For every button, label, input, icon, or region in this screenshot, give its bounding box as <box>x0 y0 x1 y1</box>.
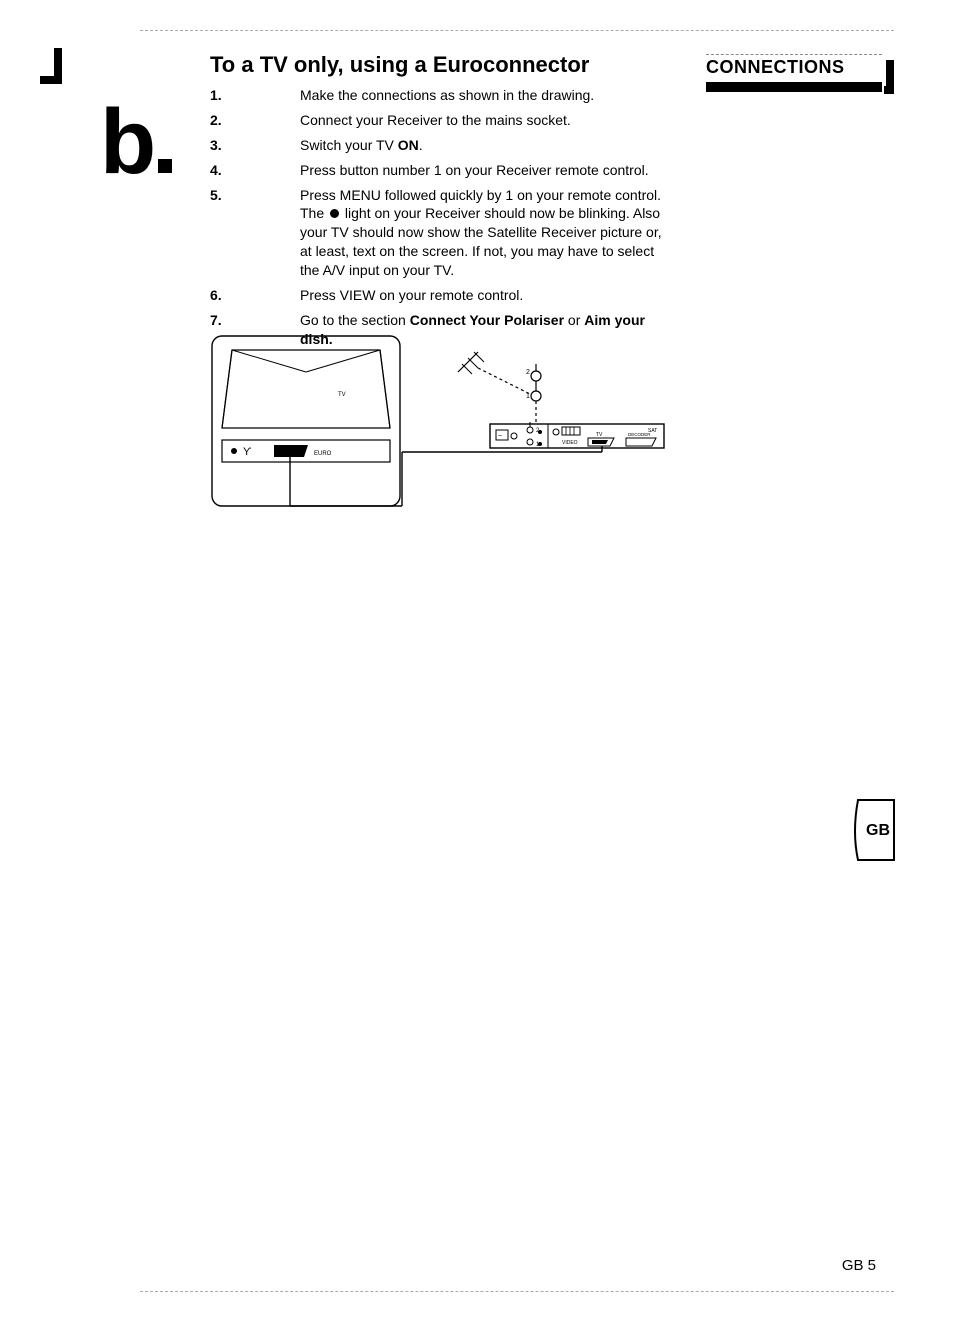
step-7-bold: Connect Your Polariser <box>410 312 564 328</box>
tv-screen-label: TV <box>338 392 346 398</box>
connections-label: CONNECTIONS <box>706 54 882 82</box>
connections-header: CONNECTIONS <box>706 54 882 92</box>
receiver-decoder-label: DECODER <box>628 432 651 437</box>
step-text-pre: Switch your TV <box>300 137 398 153</box>
step-number: 2. <box>210 111 300 130</box>
step-number: 3. <box>210 136 300 155</box>
page: b To a TV only, using a Euroconnector CO… <box>0 0 954 1332</box>
step-5-pre2: The <box>300 205 328 221</box>
top-rule <box>140 30 894 31</box>
step-row: 3. Switch your TV ON. <box>210 136 670 155</box>
step-5-line1: Press MENU followed quickly by 1 on your… <box>300 187 661 203</box>
led-indicator-icon <box>330 209 339 218</box>
step-text: Press button number 1 on your Receiver r… <box>300 161 670 180</box>
corner-mark-icon <box>40 48 62 84</box>
receiver-video-label: VIDEO <box>562 440 578 446</box>
section-letter: b <box>100 96 172 188</box>
page-title: To a TV only, using a Euroconnector <box>210 52 589 78</box>
connection-diagram: TV Ƴ EURO <box>210 332 670 532</box>
step-row: 4. Press button number 1 on your Receive… <box>210 161 670 180</box>
step-text: Switch your TV ON. <box>300 136 670 155</box>
step-text: Press VIEW on your remote control. <box>300 286 670 305</box>
svg-text:2: 2 <box>526 369 530 376</box>
step-row: 6. Press VIEW on your remote control. <box>210 286 670 305</box>
step-row: 2. Connect your Receiver to the mains so… <box>210 111 670 130</box>
step-7-mid: or <box>564 312 584 328</box>
svg-text:~: ~ <box>498 433 502 440</box>
tv-euro-label: EURO <box>314 451 332 457</box>
step-text-bold: ON <box>398 137 419 153</box>
svg-text:Ƴ: Ƴ <box>243 446 252 458</box>
step-text: Press MENU followed quickly by 1 on your… <box>300 186 670 280</box>
step-row: 5. Press MENU followed quickly by 1 on y… <box>210 186 670 280</box>
satellite-dish-icon: 2 1 <box>458 352 541 424</box>
step-text: Make the connections as shown in the dra… <box>300 86 670 105</box>
connections-underline <box>706 82 882 92</box>
step-7-pre: Go to the section <box>300 312 410 328</box>
step-number: 6. <box>210 286 300 305</box>
page-number: GB 5 <box>842 1257 876 1274</box>
step-number: 1. <box>210 86 300 105</box>
step-number: 4. <box>210 161 300 180</box>
step-5-post2: light on your Receiver should now be bli… <box>300 205 662 278</box>
step-row: 1. Make the connections as shown in the … <box>210 86 670 105</box>
step-text: Connect your Receiver to the mains socke… <box>300 111 670 130</box>
section-letter-text: b <box>100 91 156 193</box>
step-number: 5. <box>210 186 300 280</box>
section-letter-dot-icon <box>158 159 172 173</box>
svg-text:1: 1 <box>526 393 530 400</box>
connections-corner-icon <box>884 60 894 94</box>
step-text-post: . <box>419 137 423 153</box>
edge-tab-label: GB <box>866 822 890 840</box>
edge-tab: GB <box>850 798 896 862</box>
receiver-tv-label: TV <box>596 432 603 438</box>
bottom-rule <box>140 1291 894 1292</box>
steps-list: 1. Make the connections as shown in the … <box>210 86 670 355</box>
